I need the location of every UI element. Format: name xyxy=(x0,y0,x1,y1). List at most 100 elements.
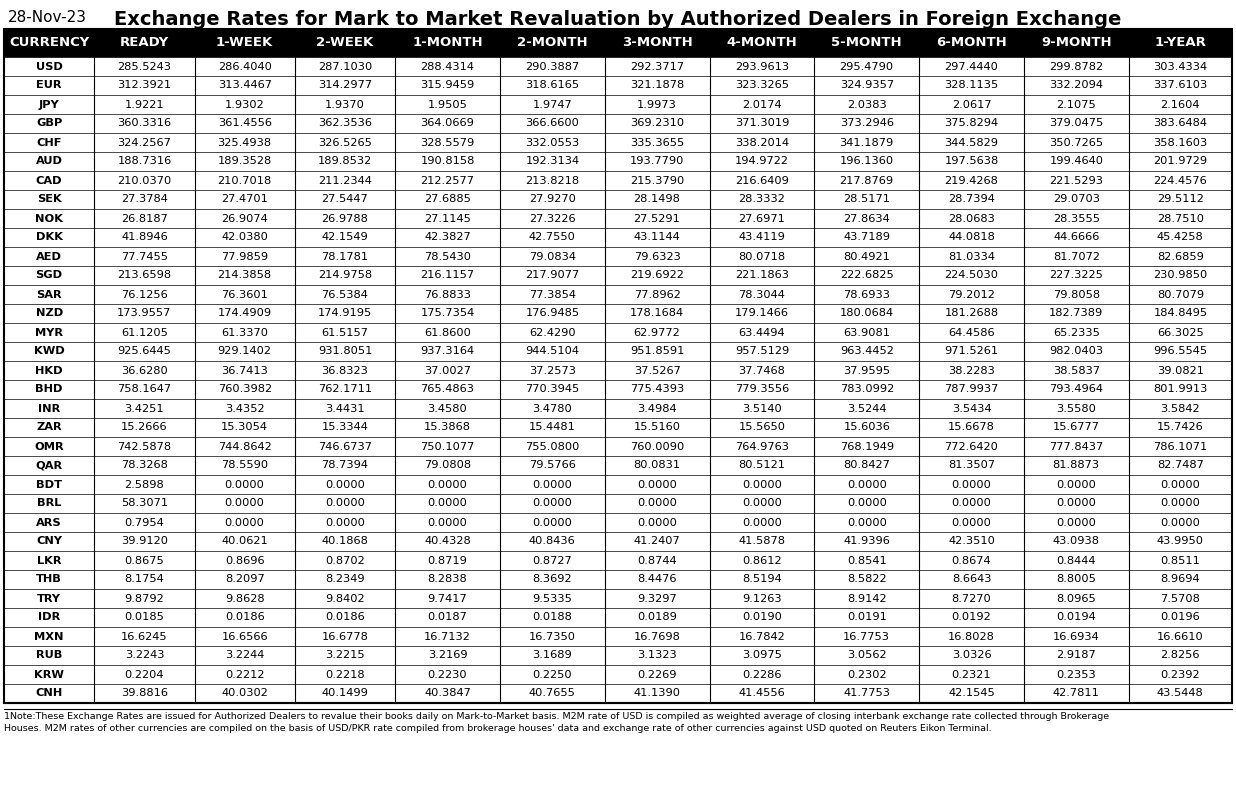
Text: 27.3226: 27.3226 xyxy=(529,214,576,223)
Text: 0.8696: 0.8696 xyxy=(225,555,265,566)
Text: 41.8946: 41.8946 xyxy=(121,233,168,242)
Text: 196.1360: 196.1360 xyxy=(839,157,894,166)
Text: 292.3717: 292.3717 xyxy=(630,62,685,71)
Text: 341.1879: 341.1879 xyxy=(839,138,894,147)
Text: 44.0818: 44.0818 xyxy=(948,233,995,242)
Text: 0.0000: 0.0000 xyxy=(847,479,886,490)
Text: 760.3982: 760.3982 xyxy=(218,385,272,394)
Text: BHD: BHD xyxy=(36,385,63,394)
Text: USD: USD xyxy=(36,62,63,71)
Text: 963.4452: 963.4452 xyxy=(839,346,894,357)
Text: 37.0027: 37.0027 xyxy=(424,366,471,375)
Text: 43.5448: 43.5448 xyxy=(1157,689,1204,698)
Text: 375.8294: 375.8294 xyxy=(944,118,999,129)
Text: 221.1863: 221.1863 xyxy=(735,270,789,281)
Text: 27.8634: 27.8634 xyxy=(843,214,890,223)
Text: 0.2212: 0.2212 xyxy=(225,670,265,679)
Text: 801.9913: 801.9913 xyxy=(1153,385,1208,394)
Text: 173.9557: 173.9557 xyxy=(117,309,172,318)
Text: 366.6600: 366.6600 xyxy=(525,118,580,129)
Text: 312.3921: 312.3921 xyxy=(117,81,172,90)
Text: 194.9722: 194.9722 xyxy=(735,157,789,166)
Text: 951.8591: 951.8591 xyxy=(630,346,685,357)
Text: 230.9850: 230.9850 xyxy=(1153,270,1208,281)
Text: 80.5121: 80.5121 xyxy=(738,461,785,470)
Text: 957.5129: 957.5129 xyxy=(734,346,789,357)
Text: 324.2567: 324.2567 xyxy=(117,138,172,147)
Text: 61.5157: 61.5157 xyxy=(321,327,368,338)
Text: INR: INR xyxy=(38,403,61,414)
Text: 328.5579: 328.5579 xyxy=(420,138,475,147)
Text: 8.0965: 8.0965 xyxy=(1057,594,1096,603)
Text: 27.4701: 27.4701 xyxy=(221,194,268,205)
Text: 0.0000: 0.0000 xyxy=(325,498,365,509)
Text: 9.7417: 9.7417 xyxy=(428,594,467,603)
Text: 9.5335: 9.5335 xyxy=(533,594,572,603)
Text: 0.0000: 0.0000 xyxy=(638,479,677,490)
Text: 0.0000: 0.0000 xyxy=(225,518,265,527)
Text: 772.6420: 772.6420 xyxy=(944,442,999,451)
Text: 3.4251: 3.4251 xyxy=(125,403,164,414)
Text: 211.2344: 211.2344 xyxy=(318,175,372,186)
Text: 28.1498: 28.1498 xyxy=(634,194,681,205)
Text: 760.0090: 760.0090 xyxy=(630,442,685,451)
Text: 81.0334: 81.0334 xyxy=(948,251,995,262)
Text: 77.3854: 77.3854 xyxy=(529,290,576,299)
Text: 224.4576: 224.4576 xyxy=(1153,175,1208,186)
Text: 0.0000: 0.0000 xyxy=(638,498,677,509)
Text: 80.0718: 80.0718 xyxy=(738,251,785,262)
Text: 78.5430: 78.5430 xyxy=(424,251,471,262)
Text: HKD: HKD xyxy=(36,366,63,375)
Text: 746.6737: 746.6737 xyxy=(318,442,372,451)
Text: 78.1781: 78.1781 xyxy=(321,251,368,262)
Text: 15.5160: 15.5160 xyxy=(634,422,681,433)
Text: 290.3887: 290.3887 xyxy=(525,62,580,71)
Text: 176.9485: 176.9485 xyxy=(525,309,580,318)
Text: 0.2218: 0.2218 xyxy=(325,670,365,679)
Text: 1-YEAR: 1-YEAR xyxy=(1154,37,1206,50)
Text: 36.7413: 36.7413 xyxy=(221,366,268,375)
Text: 0.2321: 0.2321 xyxy=(952,670,991,679)
Text: 82.7487: 82.7487 xyxy=(1157,461,1204,470)
Text: 29.0703: 29.0703 xyxy=(1053,194,1100,205)
Text: 0.0000: 0.0000 xyxy=(742,518,782,527)
Text: 27.5291: 27.5291 xyxy=(634,214,681,223)
Text: 360.3316: 360.3316 xyxy=(117,118,172,129)
Text: 28.0683: 28.0683 xyxy=(948,214,995,223)
Text: 36.8323: 36.8323 xyxy=(321,366,368,375)
Text: 3.0975: 3.0975 xyxy=(742,650,782,661)
Text: 0.0000: 0.0000 xyxy=(325,479,365,490)
Text: 2-WEEK: 2-WEEK xyxy=(316,37,373,50)
Text: 28.7394: 28.7394 xyxy=(948,194,995,205)
Text: 42.7811: 42.7811 xyxy=(1053,689,1100,698)
Text: 197.5638: 197.5638 xyxy=(944,157,999,166)
Text: 0.0000: 0.0000 xyxy=(533,479,572,490)
Text: 28.3332: 28.3332 xyxy=(738,194,785,205)
Text: IDR: IDR xyxy=(38,613,61,622)
Text: 742.5878: 742.5878 xyxy=(117,442,172,451)
Text: 288.4314: 288.4314 xyxy=(420,62,475,71)
Text: 40.3847: 40.3847 xyxy=(424,689,471,698)
Text: 65.2335: 65.2335 xyxy=(1053,327,1100,338)
Text: 15.3868: 15.3868 xyxy=(424,422,471,433)
Text: 2-MONTH: 2-MONTH xyxy=(517,37,587,50)
Text: 0.8675: 0.8675 xyxy=(125,555,164,566)
Text: 0.8674: 0.8674 xyxy=(952,555,991,566)
Text: 81.3507: 81.3507 xyxy=(948,461,995,470)
Text: AED: AED xyxy=(36,251,62,262)
Text: 779.3556: 779.3556 xyxy=(734,385,789,394)
Text: 27.5447: 27.5447 xyxy=(321,194,368,205)
Text: 326.5265: 326.5265 xyxy=(318,138,372,147)
Text: 0.0192: 0.0192 xyxy=(952,613,991,622)
Text: 81.8873: 81.8873 xyxy=(1053,461,1100,470)
Text: 2.8256: 2.8256 xyxy=(1161,650,1200,661)
Text: 16.7842: 16.7842 xyxy=(739,631,785,642)
Text: 0.2230: 0.2230 xyxy=(428,670,467,679)
Text: 0.0000: 0.0000 xyxy=(1161,498,1200,509)
Text: 9.3297: 9.3297 xyxy=(638,594,677,603)
Text: 79.6323: 79.6323 xyxy=(634,251,681,262)
Text: 1.9370: 1.9370 xyxy=(325,99,365,110)
Text: 210.0370: 210.0370 xyxy=(117,175,172,186)
Text: 765.4863: 765.4863 xyxy=(420,385,475,394)
Text: 0.8612: 0.8612 xyxy=(742,555,781,566)
